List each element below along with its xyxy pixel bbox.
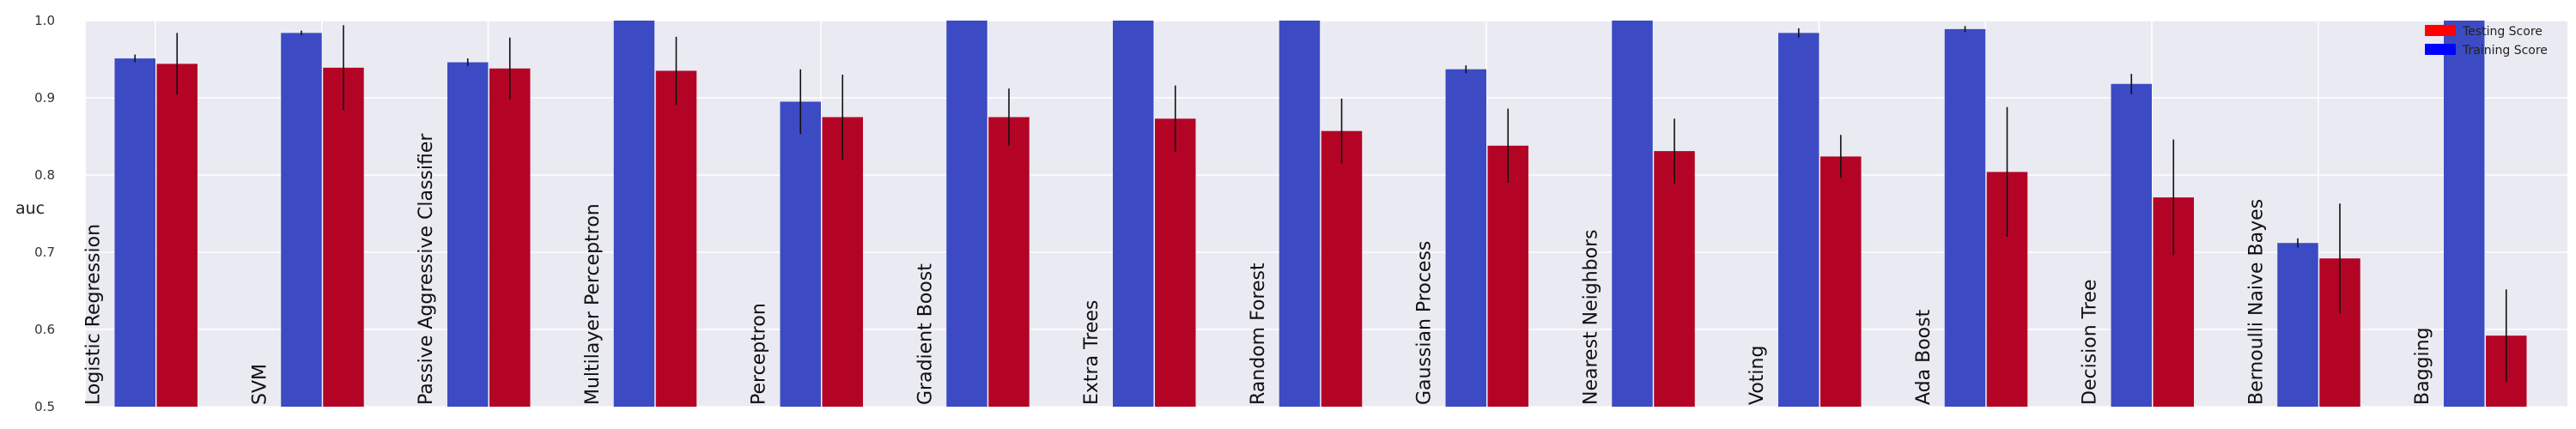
testing-score-bar <box>1487 145 1528 408</box>
training-score-bar <box>1445 69 1486 407</box>
category-label: Passive Aggressive Classifier <box>416 133 437 405</box>
category-label: Logistic Regression <box>83 224 105 405</box>
error-bars <box>134 25 2507 383</box>
legend-label: Testing Score <box>2462 25 2543 39</box>
category-label: Bagging <box>2412 327 2433 405</box>
category-label: Bernoulli Naive Bayes <box>2245 199 2267 405</box>
training-score-bar <box>447 62 489 407</box>
y-tick-label: 0.9 <box>34 90 55 106</box>
training-score-bar <box>780 101 821 407</box>
training-score-bar <box>2111 83 2152 408</box>
category-label: Nearest Neighbors <box>1580 229 1601 405</box>
y-tick-label: 0.5 <box>34 399 55 414</box>
y-tick-label: 0.6 <box>34 322 55 337</box>
testing-score-bar <box>1820 156 1862 407</box>
training-score-bar <box>281 33 322 408</box>
training-score-bar <box>2277 243 2318 407</box>
testing-score-bar <box>655 70 697 407</box>
testing-score-bar <box>323 67 364 408</box>
testing-score-bar <box>822 117 863 407</box>
training-score-bar <box>1279 21 1321 407</box>
training-score-bar <box>946 21 987 407</box>
y-axis-label: auc <box>15 199 45 218</box>
training-score-bar <box>1944 28 1986 408</box>
training-score-bar <box>114 58 155 407</box>
training-score-bar <box>2444 21 2485 407</box>
category-label: Decision Tree <box>2080 280 2101 406</box>
category-label: SVM <box>249 364 270 405</box>
category-label: Multilayer Perceptron <box>582 203 604 405</box>
category-label: Perceptron <box>749 303 770 405</box>
y-tick-label: 1.0 <box>34 13 55 28</box>
training-score-bar <box>613 21 655 407</box>
y-axis-ticks: 0.5 0.6 0.7 0.8 0.9 1.0 <box>34 13 55 414</box>
testing-score-bar <box>1654 151 1695 407</box>
legend-swatch <box>2425 25 2456 36</box>
y-tick-label: 0.8 <box>34 167 55 183</box>
category-label: Random Forest <box>1248 263 1269 405</box>
testing-score-bar <box>156 63 197 408</box>
testing-score-bar <box>1155 118 1196 408</box>
category-label: Ada Boost <box>1913 309 1935 405</box>
training-score-bar <box>1113 21 1154 407</box>
legend-label: Training Score <box>2462 44 2548 57</box>
training-score-bar <box>1778 33 1820 408</box>
training-score-bar <box>1612 21 1653 407</box>
category-label: Gaussian Process <box>1414 241 1436 405</box>
testing-score-bar <box>1321 130 1363 407</box>
category-label: Gradient Boost <box>914 263 936 405</box>
category-label: Voting <box>1747 346 1768 405</box>
legend: Testing Score Training Score <box>2425 25 2548 57</box>
category-label: Extra Trees <box>1081 300 1103 405</box>
category-labels: Logistic Regression SVM Passive Aggressive… <box>83 133 2434 405</box>
testing-score-bar <box>489 68 531 408</box>
y-tick-label: 0.7 <box>34 245 55 260</box>
testing-score-bar <box>988 117 1030 407</box>
legend-swatch <box>2425 44 2456 55</box>
